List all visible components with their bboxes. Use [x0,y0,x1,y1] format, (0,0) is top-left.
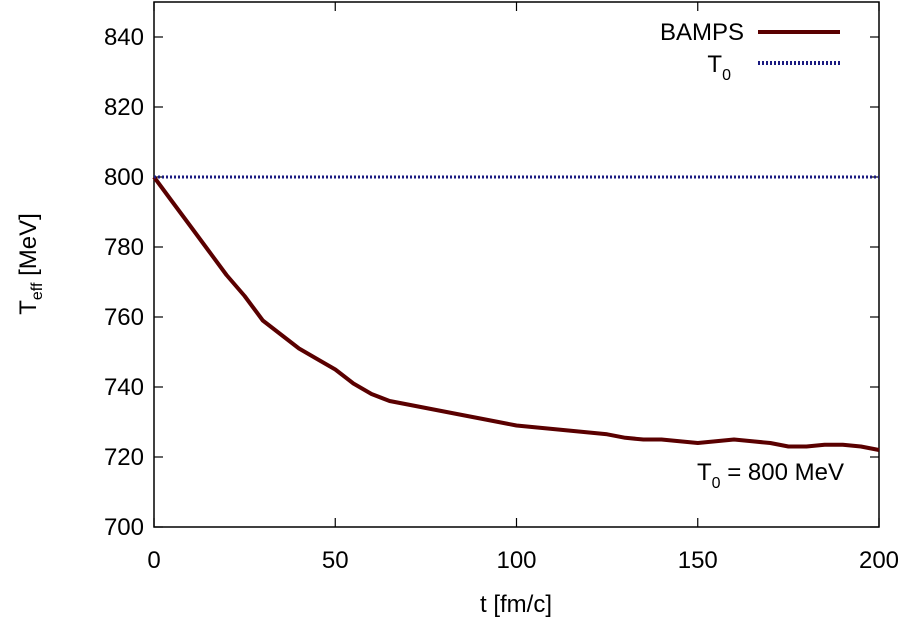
annotation-main: T [697,459,712,486]
y-axis-label-unit: [MeV] [15,213,42,282]
x-axis-label: t [fm/c] [480,591,552,618]
legend-label-t0-main: T [707,51,722,78]
y-tick-label: 840 [104,24,144,51]
y-axis-label: Teff [MeV] [15,213,46,315]
y-axis-label-sub: eff [29,282,46,300]
x-axis-ticks: 0 50 100 150 200 [147,2,899,574]
legend-label-t0: T0 [707,51,731,84]
series-layer [152,175,880,452]
y-tick-label: 720 [104,444,144,471]
x-tick-label: 150 [678,547,718,574]
y-axis-label-main: T [15,300,42,315]
legend-label-t0-sub: 0 [722,67,731,84]
x-tick-label: 50 [322,547,349,574]
y-tick-label: 740 [104,374,144,401]
legend: BAMPS T0 [660,19,840,84]
plot-frame [153,1,880,528]
y-tick-label: 760 [104,304,144,331]
y-tick-label: 800 [104,164,144,191]
y-tick-label: 780 [104,234,144,261]
legend-label-bamps: BAMPS [660,19,744,46]
x-tick-label: 100 [496,547,536,574]
annotation-sub: 0 [712,475,721,492]
y-tick-label: 700 [104,514,144,541]
x-tick-label: 0 [147,547,160,574]
y-axis-ticks: 700 720 740 760 780 800 820 840 [104,24,879,541]
annotation-t0: T0 = 800 MeV [697,459,844,492]
annotation-rest: = 800 MeV [721,459,844,486]
y-tick-label: 820 [104,94,144,121]
x-tick-label: 200 [859,547,899,574]
series-line-bamps [152,175,880,452]
